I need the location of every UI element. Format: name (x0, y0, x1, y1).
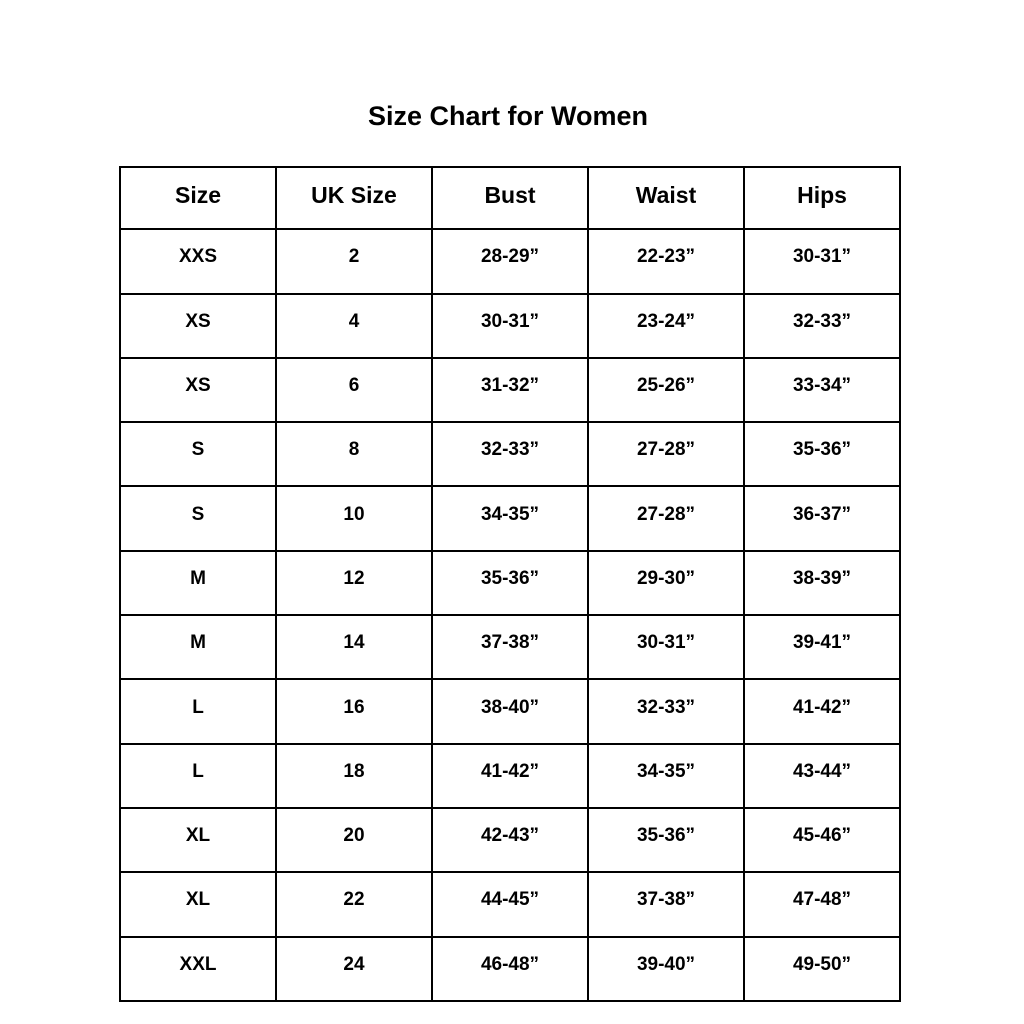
table-row: M 12 35-36” 29-30” 38-39” (119, 549, 901, 617)
cell-waist: 27-28” (587, 421, 745, 488)
cell-uk-size: 8 (275, 421, 433, 488)
table-row: S 8 32-33” 27-28” 35-36” (119, 421, 901, 488)
cell-hips: 39-41” (743, 614, 901, 681)
cell-waist: 37-38” (587, 871, 745, 938)
cell-size: S (119, 485, 277, 552)
cell-hips: 30-31” (743, 228, 901, 295)
cell-hips: 38-39” (743, 549, 901, 617)
cell-waist: 23-24” (587, 292, 745, 359)
cell-hips: 45-46” (743, 806, 901, 874)
table-row: XXL 24 46-48” 39-40” 49-50” (119, 935, 901, 1002)
cell-size: XXS (119, 228, 277, 295)
cell-bust: 44-45” (431, 871, 589, 938)
table-row: XL 22 44-45” 37-38” 47-48” (119, 871, 901, 938)
cell-uk-size: 2 (275, 228, 433, 295)
cell-size: M (119, 614, 277, 681)
cell-bust: 38-40” (431, 678, 589, 745)
cell-size: L (119, 742, 277, 809)
table-header-row: Size UK Size Bust Waist Hips (119, 165, 901, 231)
cell-uk-size: 20 (275, 806, 433, 874)
cell-hips: 47-48” (743, 871, 901, 938)
cell-hips: 41-42” (743, 678, 901, 745)
cell-size: XS (119, 356, 277, 424)
cell-uk-size: 24 (275, 935, 433, 1002)
cell-size: M (119, 549, 277, 617)
table-row: L 18 41-42” 34-35” 43-44” (119, 742, 901, 809)
cell-bust: 46-48” (431, 935, 589, 1002)
cell-hips: 43-44” (743, 742, 901, 809)
cell-waist: 29-30” (587, 549, 745, 617)
table-row: L 16 38-40” 32-33” 41-42” (119, 678, 901, 745)
cell-waist: 32-33” (587, 678, 745, 745)
cell-bust: 30-31” (431, 292, 589, 359)
cell-bust: 41-42” (431, 742, 589, 809)
cell-uk-size: 6 (275, 356, 433, 424)
size-chart-table: Size UK Size Bust Waist Hips XXS 2 28-29” 2… (119, 165, 901, 1002)
cell-uk-size: 18 (275, 742, 433, 809)
header-hips: Hips (743, 165, 901, 231)
cell-bust: 34-35” (431, 485, 589, 552)
cell-bust: 37-38” (431, 614, 589, 681)
cell-size: S (119, 421, 277, 488)
header-size: Size (119, 165, 277, 231)
table-row: S 10 34-35” 27-28” 36-37” (119, 485, 901, 552)
cell-waist: 35-36” (587, 806, 745, 874)
cell-bust: 35-36” (431, 549, 589, 617)
table-row: XS 6 31-32” 25-26” 33-34” (119, 356, 901, 424)
table-row: M 14 37-38” 30-31” 39-41” (119, 614, 901, 681)
cell-waist: 34-35” (587, 742, 745, 809)
cell-waist: 25-26” (587, 356, 745, 424)
table-row: XL 20 42-43” 35-36” 45-46” (119, 806, 901, 874)
cell-hips: 32-33” (743, 292, 901, 359)
cell-size: XXL (119, 935, 277, 1002)
cell-waist: 39-40” (587, 935, 745, 1002)
table-row: XS 4 30-31” 23-24” 32-33” (119, 292, 901, 359)
header-bust: Bust (431, 165, 589, 231)
cell-uk-size: 4 (275, 292, 433, 359)
cell-hips: 33-34” (743, 356, 901, 424)
header-waist: Waist (587, 165, 745, 231)
cell-size: XL (119, 806, 277, 874)
cell-bust: 32-33” (431, 421, 589, 488)
cell-waist: 27-28” (587, 485, 745, 552)
cell-hips: 36-37” (743, 485, 901, 552)
cell-uk-size: 12 (275, 549, 433, 617)
cell-uk-size: 22 (275, 871, 433, 938)
cell-size: XL (119, 871, 277, 938)
table-row: XXS 2 28-29” 22-23” 30-31” (119, 228, 901, 295)
cell-hips: 49-50” (743, 935, 901, 1002)
cell-waist: 22-23” (587, 228, 745, 295)
table-body: XXS 2 28-29” 22-23” 30-31” XS 4 30-31” 23-24” 32-… (119, 228, 901, 1002)
cell-size: XS (119, 292, 277, 359)
cell-hips: 35-36” (743, 421, 901, 488)
cell-uk-size: 10 (275, 485, 433, 552)
cell-waist: 30-31” (587, 614, 745, 681)
cell-bust: 42-43” (431, 806, 589, 874)
cell-bust: 31-32” (431, 356, 589, 424)
cell-uk-size: 16 (275, 678, 433, 745)
header-uk-size: UK Size (275, 165, 433, 231)
page-title: Size Chart for Women (367, 101, 649, 131)
cell-uk-size: 14 (275, 614, 433, 681)
cell-bust: 28-29” (431, 228, 589, 295)
cell-size: L (119, 678, 277, 745)
